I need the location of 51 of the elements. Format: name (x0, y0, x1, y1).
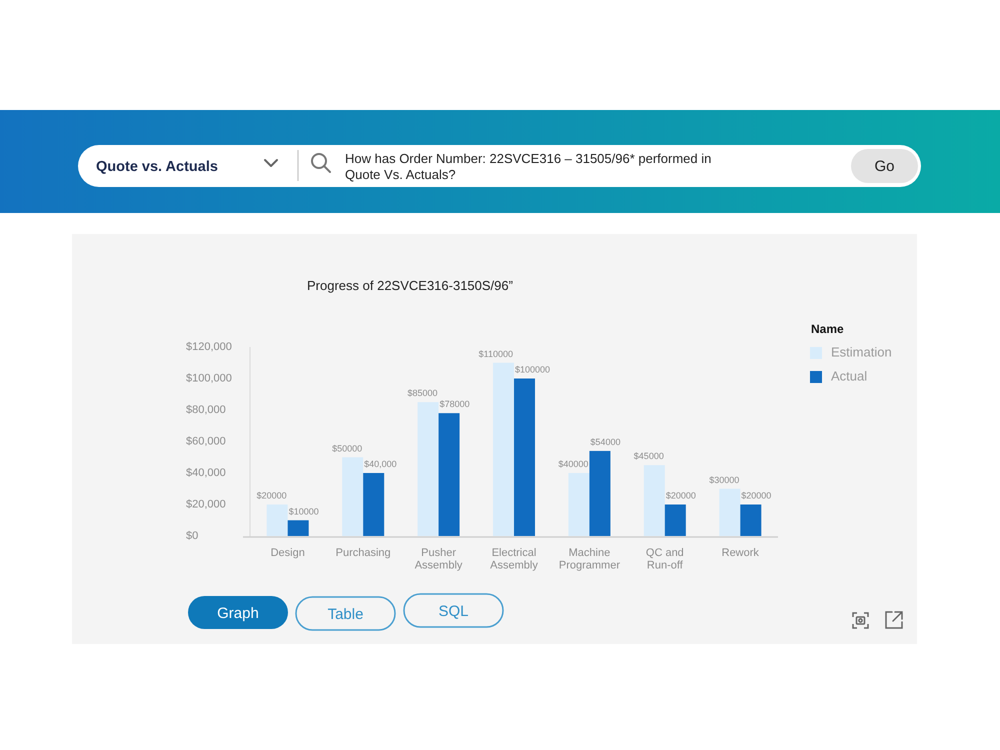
x-tick-label: Rework (722, 547, 760, 559)
table-button: Table (295, 596, 396, 631)
data-label: $50000 (332, 443, 362, 454)
y-tick-label: $20,000 (186, 498, 226, 510)
legend-title: Name (811, 322, 844, 336)
x-tick-label: Purchasing (336, 547, 391, 559)
y-tick-label: $80,000 (186, 404, 226, 416)
bar (438, 413, 460, 536)
data-label: $40,000 (364, 459, 397, 469)
data-label: $45000 (634, 451, 664, 462)
y-tick-label: $60,000 (186, 435, 226, 448)
bar (288, 520, 309, 536)
x-tick-label: Electrical Assembly (490, 547, 538, 572)
data-label: $54000 (590, 436, 620, 447)
data-label: $100000 (515, 364, 550, 374)
bar (664, 504, 686, 536)
data-label: $20000 (741, 490, 772, 500)
data-label: $85000 (408, 388, 438, 398)
x-tick-label: QC and Run-off (646, 547, 684, 572)
text: Quote vs. Actuals (96, 159, 218, 175)
data-label: $20000 (256, 490, 287, 500)
legend-label: Actual (831, 368, 868, 384)
chart-title: Progress of 22SVCE316-3150S/96” (307, 278, 513, 293)
legend-label: Estimation (831, 344, 892, 360)
bar (514, 378, 535, 536)
data-label: $40000 (558, 459, 588, 469)
bar (719, 488, 740, 536)
bar (418, 402, 439, 536)
bar (363, 473, 384, 536)
data-label: $78000 (440, 399, 470, 410)
y-tick-label: $120,000 (186, 340, 232, 353)
bar (342, 457, 364, 536)
bar (266, 504, 288, 536)
data-label: $20000 (666, 490, 696, 500)
bar (644, 465, 665, 536)
data-label: $30000 (709, 474, 740, 485)
x-tick-label: Pusher Assembly (414, 547, 463, 572)
bar (589, 450, 610, 536)
y-tick-label: $100,000 (186, 372, 232, 384)
y-tick-label: $0 (186, 530, 198, 542)
graph-button: Graph (188, 596, 288, 629)
text: How has Order Number: 22SVCE316 – 31505/96* performed in Quote Vs. Actuals? (345, 151, 712, 182)
x-tick-label: Design (270, 547, 305, 559)
bar (568, 473, 590, 536)
data-label: $110000 (478, 348, 513, 359)
sql-button: SQL (403, 593, 504, 628)
bar (740, 504, 762, 536)
y-tick-label: $40,000 (186, 466, 226, 479)
data-label: $10000 (288, 506, 319, 516)
x-tick-label: Machine Programmer (558, 547, 620, 572)
bar (493, 362, 514, 536)
